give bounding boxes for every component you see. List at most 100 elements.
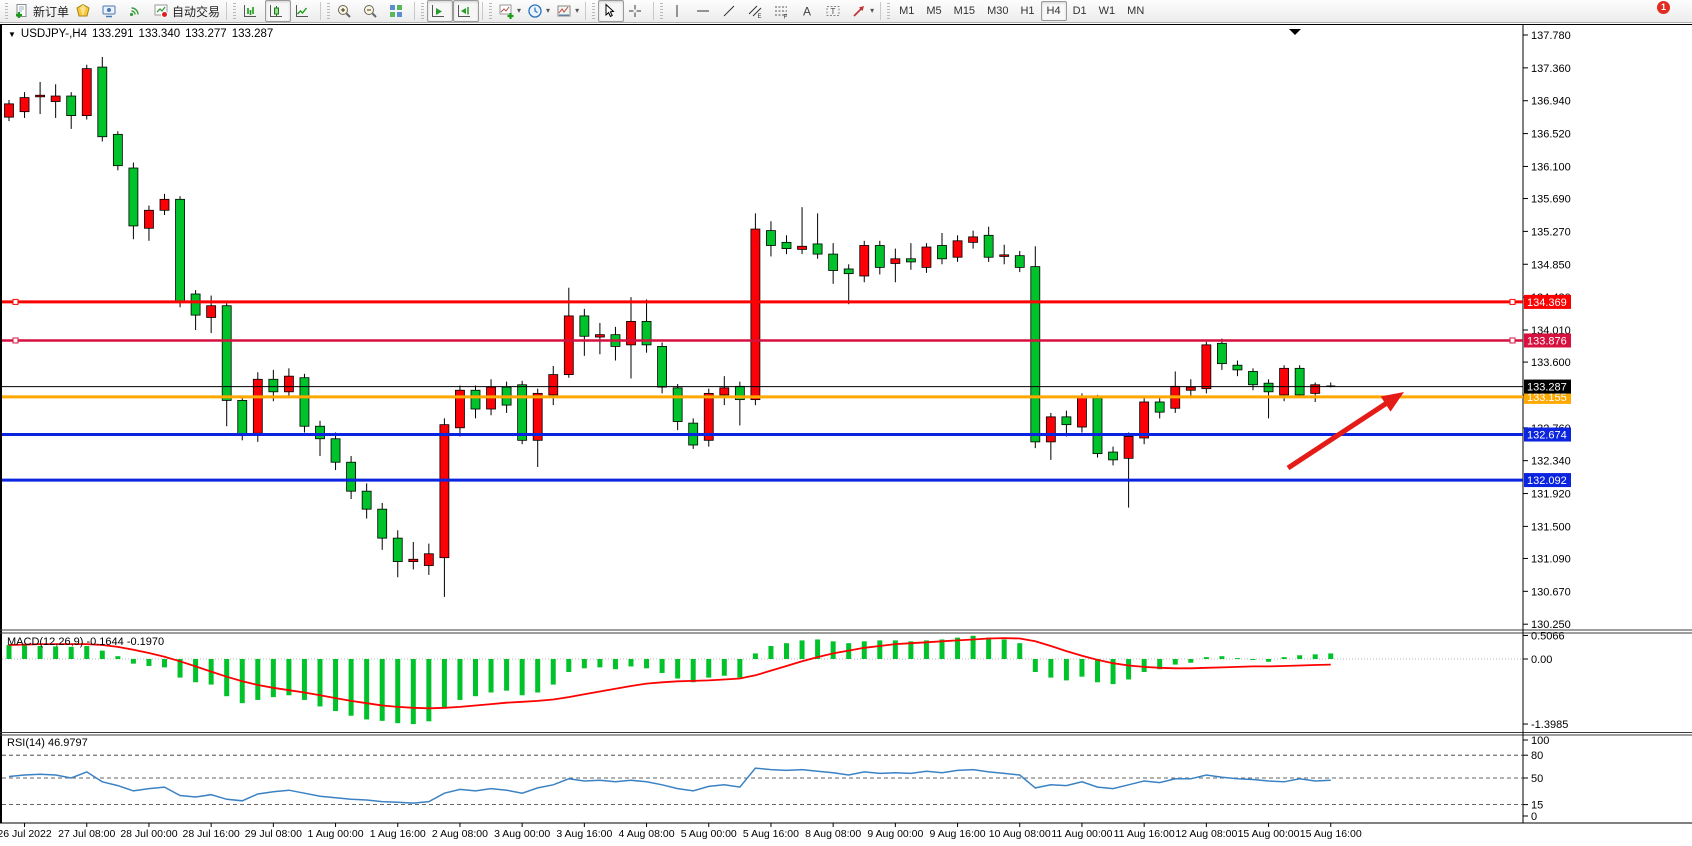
price-badges: 134.369 133.876 133.155 132.674 132.092 133.2… bbox=[1524, 294, 1571, 488]
timeframe-m30[interactable]: M30 bbox=[987, 5, 1009, 17]
svg-text:137.360: 137.360 bbox=[1531, 63, 1571, 75]
tile-windows-icon bbox=[390, 5, 403, 17]
templates-icon bbox=[557, 5, 571, 17]
autotrading-icon bbox=[154, 4, 169, 18]
zoom-in-icon bbox=[338, 5, 351, 18]
hosting-icon bbox=[102, 5, 116, 18]
crosshair-icon bbox=[629, 5, 642, 17]
fibonacci-button[interactable]: F bbox=[770, 0, 796, 22]
svg-text:135.270: 135.270 bbox=[1531, 226, 1571, 238]
symbol-dropdown-icon[interactable]: ▼ bbox=[8, 29, 16, 39]
hosting-button[interactable] bbox=[98, 0, 124, 22]
rsi-pane bbox=[8, 767, 1331, 804]
svg-text:136.520: 136.520 bbox=[1531, 129, 1571, 141]
svg-text:28 Jul 00:00: 28 Jul 00:00 bbox=[120, 828, 177, 840]
label-button[interactable]: T bbox=[822, 0, 848, 22]
chart-shift-button[interactable] bbox=[453, 0, 480, 22]
toolbar-grip[interactable] bbox=[5, 3, 8, 19]
time-axis[interactable]: 26 Jul 2022 27 Jul 08:00 28 Jul 00:00 28 Ju… bbox=[0, 823, 1362, 840]
rsi-indicator-label: RSI(14) 46.9797 bbox=[7, 737, 88, 749]
horizontal-line-objects[interactable] bbox=[2, 298, 1523, 482]
auto-scroll-button[interactable] bbox=[427, 0, 454, 22]
text-button[interactable]: A bbox=[796, 0, 822, 22]
toolbar-grip[interactable] bbox=[592, 3, 596, 19]
tile-windows-button[interactable] bbox=[385, 0, 411, 22]
notification-badge: 1 bbox=[1657, 0, 1670, 14]
svg-text:0.5066: 0.5066 bbox=[1531, 630, 1565, 642]
periods-button[interactable]: ▾ bbox=[524, 0, 553, 22]
arrows-icon bbox=[853, 6, 865, 17]
svg-text:100: 100 bbox=[1531, 735, 1549, 747]
svg-text:130.670: 130.670 bbox=[1531, 586, 1571, 598]
toolbar-separator bbox=[226, 2, 228, 20]
templates-button[interactable]: ▾ bbox=[553, 0, 582, 22]
toolbar-grip[interactable] bbox=[421, 3, 425, 19]
svg-text:80: 80 bbox=[1531, 750, 1543, 762]
timeframe-m15[interactable]: M15 bbox=[953, 5, 976, 17]
indicators-button[interactable]: ▾ bbox=[495, 0, 524, 22]
trend-arrow-object[interactable] bbox=[1286, 384, 1409, 471]
auto-scroll-icon bbox=[432, 5, 445, 17]
crosshair-button[interactable] bbox=[624, 0, 650, 22]
timeframe-w1[interactable]: W1 bbox=[1098, 5, 1116, 17]
bar-chart-button[interactable] bbox=[239, 0, 265, 22]
signals-button[interactable] bbox=[124, 0, 150, 22]
svg-text:E: E bbox=[758, 14, 762, 19]
svg-text:131.920: 131.920 bbox=[1531, 489, 1571, 501]
chart-scroll-marker[interactable] bbox=[1289, 29, 1301, 35]
vertical-line-button[interactable] bbox=[666, 0, 692, 22]
rsi-axis[interactable]: 100 80 50 150 bbox=[2, 735, 1549, 823]
chevron-down-icon: ▾ bbox=[870, 6, 875, 15]
horizontal-line-button[interactable] bbox=[692, 0, 718, 22]
toolbar-grip[interactable] bbox=[327, 3, 331, 19]
new-order-button[interactable]: 新订单 bbox=[11, 0, 72, 22]
zoom-in-button[interactable] bbox=[333, 0, 359, 22]
toolbar-grip[interactable] bbox=[233, 3, 237, 19]
svg-text:3 Aug 16:00: 3 Aug 16:00 bbox=[556, 828, 612, 840]
candles-layer bbox=[4, 56, 1336, 597]
line-chart-icon bbox=[296, 5, 309, 17]
macd-axis[interactable]: 0.5066 0.00 -1.3985 bbox=[2, 630, 1568, 731]
vline-icon bbox=[676, 5, 678, 17]
zoom-out-button[interactable] bbox=[359, 0, 385, 22]
timeframe-h4[interactable]: H4 bbox=[1040, 1, 1067, 21]
svg-text:26 Jul 2022: 26 Jul 2022 bbox=[0, 828, 52, 840]
signals-icon bbox=[129, 7, 139, 17]
svg-text:133.287: 133.287 bbox=[1527, 382, 1567, 394]
new-order-button-label: 新订单 bbox=[33, 4, 70, 19]
line-chart-button[interactable] bbox=[291, 0, 317, 22]
arrows-button[interactable]: ▾ bbox=[848, 0, 877, 22]
toolbar-separator bbox=[414, 2, 416, 20]
price-chart-canvas[interactable]: 137.780 137.360 136.940 136.520 136.100 135.6… bbox=[0, 24, 1692, 846]
autotrading-button[interactable]: 自动交易 bbox=[150, 0, 223, 22]
timeframe-m5[interactable]: M5 bbox=[926, 5, 942, 17]
trendline-button[interactable] bbox=[718, 0, 744, 22]
timeframe-h1[interactable]: H1 bbox=[1020, 5, 1035, 17]
chevron-down-icon: ▾ bbox=[575, 6, 580, 15]
chevron-down-icon: ▾ bbox=[517, 6, 522, 15]
channel-button[interactable]: E bbox=[744, 0, 770, 22]
label-icon: T bbox=[826, 6, 840, 16]
timeframe-mn[interactable]: MN bbox=[1127, 5, 1145, 17]
market-watch-button[interactable] bbox=[72, 0, 98, 22]
zoom-out-icon bbox=[364, 5, 377, 18]
chat-button[interactable]: 1 bbox=[1644, 0, 1670, 31]
cursor-button[interactable] bbox=[598, 0, 625, 22]
toolbar-grip[interactable] bbox=[489, 3, 493, 19]
toolbar-grip[interactable] bbox=[887, 3, 891, 19]
candle-chart-button[interactable] bbox=[265, 0, 292, 22]
svg-text:T: T bbox=[831, 7, 836, 16]
timeframe-d1[interactable]: D1 bbox=[1072, 5, 1087, 17]
chart-shift-icon bbox=[458, 5, 471, 17]
svg-text:10 Aug 08:00: 10 Aug 08:00 bbox=[989, 828, 1051, 840]
svg-text:12 Aug 08:00: 12 Aug 08:00 bbox=[1175, 828, 1237, 840]
hline-icon bbox=[697, 10, 710, 12]
svg-text:1 Aug 16:00: 1 Aug 16:00 bbox=[370, 828, 426, 840]
svg-text:133.600: 133.600 bbox=[1531, 357, 1571, 369]
svg-text:133.876: 133.876 bbox=[1527, 335, 1567, 347]
timeframe-m1[interactable]: M1 bbox=[899, 5, 915, 17]
svg-text:136.100: 136.100 bbox=[1531, 161, 1571, 173]
close-value: 133.287 bbox=[231, 28, 274, 40]
chart-window[interactable]: 137.780 137.360 136.940 136.520 136.100 135.6… bbox=[0, 24, 1692, 846]
toolbar-grip[interactable] bbox=[660, 3, 664, 19]
